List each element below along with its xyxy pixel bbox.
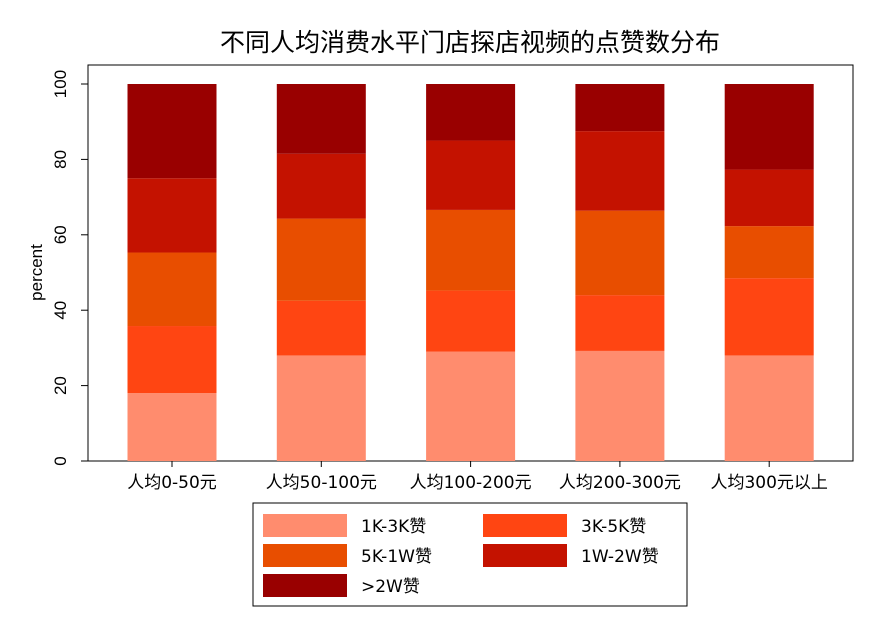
legend-swatch bbox=[263, 514, 347, 537]
bar-segment bbox=[575, 210, 665, 296]
x-axis: 人均0-50元 人均50-100元 人均100-200元 人均200-300元 人均30… bbox=[127, 461, 828, 493]
bar-segment bbox=[575, 295, 665, 351]
y-tick-label: 40 bbox=[51, 301, 70, 320]
bar-segment bbox=[426, 84, 516, 141]
x-tick-label: 人均0-50元 bbox=[127, 473, 217, 493]
legend-swatch bbox=[483, 514, 567, 537]
legend-label: >2W赞 bbox=[361, 577, 420, 597]
bar-segment bbox=[724, 355, 814, 461]
x-tick-label: 人均300元以上 bbox=[710, 473, 827, 493]
y-tick-label: 80 bbox=[51, 150, 70, 169]
y-tick-label: 100 bbox=[51, 70, 70, 98]
legend-label: 1W-2W赞 bbox=[581, 547, 659, 567]
bar-segment bbox=[276, 84, 366, 154]
bars bbox=[127, 84, 814, 461]
bar-segment bbox=[127, 84, 217, 179]
bar-segment bbox=[276, 300, 366, 356]
legend-label: 3K-5K赞 bbox=[581, 517, 646, 537]
y-axis-label: percent bbox=[27, 244, 46, 301]
bar-segment bbox=[724, 169, 814, 227]
bar-segment bbox=[276, 218, 366, 301]
y-tick-label: 60 bbox=[51, 225, 70, 244]
y-axis: 0 20 40 60 80 100 bbox=[51, 70, 89, 466]
bar-segment bbox=[426, 209, 516, 291]
legend-label: 5K-1W赞 bbox=[361, 547, 432, 567]
x-tick-label: 人均100-200元 bbox=[410, 473, 532, 493]
bar-segment bbox=[724, 278, 814, 356]
bar-segment bbox=[426, 140, 516, 210]
bar-segment bbox=[575, 350, 665, 461]
bar-segment bbox=[575, 131, 665, 211]
bar-segment bbox=[276, 153, 366, 219]
x-tick-label: 人均50-100元 bbox=[266, 473, 377, 493]
bar-segment bbox=[724, 84, 814, 170]
legend-swatch bbox=[263, 574, 347, 597]
legend-label: 1K-3K赞 bbox=[361, 517, 426, 537]
chart-title: 不同人均消费水平门店探店视频的点赞数分布 bbox=[220, 28, 720, 57]
y-tick-label: 0 bbox=[51, 456, 70, 465]
bar-segment bbox=[276, 355, 366, 461]
bar-segment bbox=[575, 84, 665, 132]
bar-segment bbox=[426, 351, 516, 461]
bar-segment bbox=[127, 326, 217, 394]
legend: 1K-3K赞 3K-5K赞 5K-1W赞 1W-2W赞 >2W赞 bbox=[252, 502, 688, 607]
bar-segment bbox=[127, 252, 217, 327]
y-tick-label: 20 bbox=[51, 376, 70, 395]
bar-segment bbox=[724, 226, 814, 279]
legend-swatch bbox=[483, 544, 567, 567]
x-tick-label: 人均200-300元 bbox=[559, 473, 681, 493]
bar-segment bbox=[127, 178, 217, 253]
legend-swatch bbox=[263, 544, 347, 567]
bar-segment bbox=[127, 393, 217, 461]
bar-segment bbox=[426, 290, 516, 352]
